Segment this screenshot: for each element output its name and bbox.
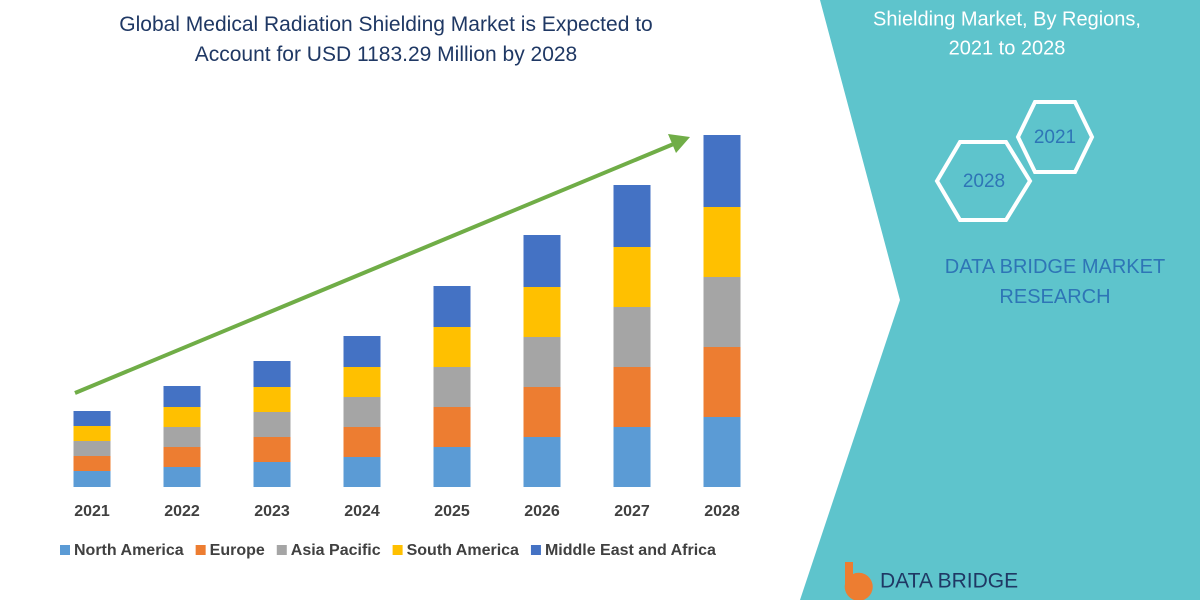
bar-segment bbox=[433, 367, 471, 407]
bar-segment bbox=[253, 412, 291, 437]
x-tick-label: 2026 bbox=[524, 503, 560, 520]
brand: DATA BRIDGE MARKET RESEARCH bbox=[944, 256, 1166, 308]
side-panel bbox=[800, 0, 1200, 600]
chart-title: Global Medical Radiation Shielding Marke… bbox=[119, 13, 653, 66]
x-tick-label: 2025 bbox=[434, 503, 470, 520]
legend-label: Europe bbox=[210, 542, 265, 559]
legend-label: Middle East and Africa bbox=[545, 542, 716, 559]
arrow-head bbox=[668, 134, 690, 153]
bar-segment bbox=[613, 367, 651, 427]
x-tick-label: 2027 bbox=[614, 503, 650, 520]
hexagon bbox=[934, 140, 1033, 222]
bar-segment bbox=[343, 457, 381, 487]
hexagon bbox=[1015, 100, 1095, 174]
bar-segment bbox=[73, 411, 111, 426]
x-tick-label: 2024 bbox=[344, 503, 380, 520]
panel-subtitle: Shielding Market, By Regions, bbox=[873, 8, 1141, 30]
bar-segment bbox=[433, 447, 471, 487]
bar-segment bbox=[703, 277, 741, 347]
logo-text: DATA BRIDGE bbox=[880, 570, 1018, 593]
bar-segment bbox=[433, 286, 471, 327]
bar-segment bbox=[73, 471, 111, 487]
x-tick-label: 2021 bbox=[74, 503, 110, 520]
bar-segment bbox=[343, 367, 381, 397]
bar-segment bbox=[253, 462, 291, 487]
x-tick-label: 2028 bbox=[704, 503, 740, 520]
bar-segment bbox=[703, 207, 741, 277]
bar-segment bbox=[523, 235, 561, 287]
bar-segment bbox=[253, 361, 291, 387]
legend-swatch bbox=[60, 545, 70, 555]
bar-segment bbox=[253, 387, 291, 412]
hexagon-label: 2021 bbox=[1034, 127, 1076, 148]
legend-label: North America bbox=[74, 542, 184, 559]
bar-segment bbox=[163, 467, 201, 487]
bar-segment bbox=[433, 407, 471, 447]
legend-swatch bbox=[530, 545, 541, 555]
x-tick-label: 2022 bbox=[164, 503, 200, 520]
bar-segment bbox=[703, 417, 741, 487]
bar-segment bbox=[613, 427, 651, 487]
bar-segment bbox=[613, 247, 651, 307]
bar-segment bbox=[523, 287, 561, 337]
bar-segment bbox=[163, 386, 201, 407]
bar-segment bbox=[73, 441, 111, 456]
bar-segment bbox=[163, 427, 201, 447]
x-tick-label: 2023 bbox=[254, 503, 290, 520]
bar-segment bbox=[613, 307, 651, 367]
legend-swatch bbox=[392, 545, 403, 555]
bar-segment bbox=[163, 447, 201, 467]
bar-segment bbox=[703, 135, 741, 207]
legend-swatch bbox=[195, 545, 206, 555]
bar-segment bbox=[163, 407, 201, 427]
hexagon-label: 2028 bbox=[963, 171, 1005, 192]
bar-segment bbox=[73, 456, 111, 471]
bar-segment bbox=[523, 387, 561, 437]
bar-segment bbox=[703, 347, 741, 417]
trend-arrow bbox=[74, 141, 677, 395]
bar-segment bbox=[343, 427, 381, 457]
legend-label: South America bbox=[407, 542, 519, 559]
legend-label: Asia Pacific bbox=[291, 542, 381, 559]
bar-segment bbox=[343, 336, 381, 367]
brand-box: DATA BRIDGE MARKET RESEARCH bbox=[944, 256, 1166, 308]
bar-segment bbox=[433, 327, 471, 367]
bar-segment bbox=[523, 437, 561, 487]
bar-segment bbox=[523, 337, 561, 387]
bar-segment bbox=[343, 397, 381, 427]
bar-segment bbox=[253, 437, 291, 462]
panel-subtitle: 2021 to 2028 bbox=[949, 37, 1066, 59]
logo-icon bbox=[844, 562, 873, 600]
bar-segment bbox=[73, 426, 111, 441]
legend-swatch bbox=[276, 545, 287, 555]
bar-segment bbox=[613, 185, 651, 247]
